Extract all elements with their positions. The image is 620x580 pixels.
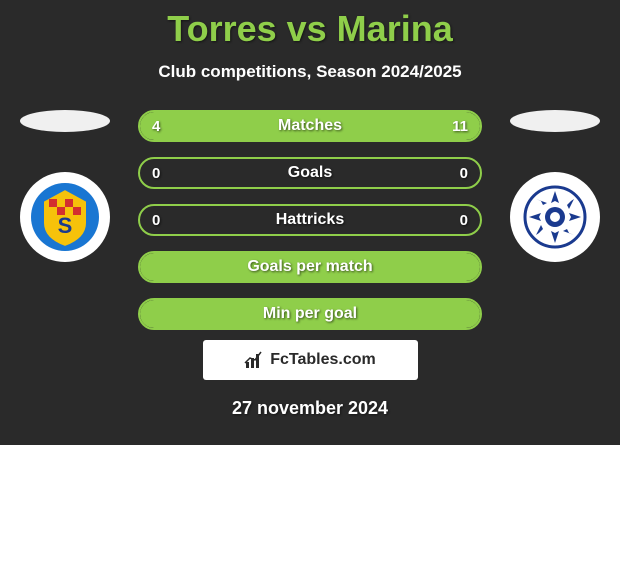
infographic-panel: Torres vs Marina Club competitions, Seas… xyxy=(0,0,620,445)
stat-bar-goals: 0 Goals 0 xyxy=(138,157,482,189)
varteks-crest-icon xyxy=(519,181,591,253)
bottom-whitespace xyxy=(0,445,620,580)
subtitle: Club competitions, Season 2024/2025 xyxy=(0,62,620,82)
stat-bar-gpm: Goals per match xyxy=(138,251,482,283)
stat-bar-hattricks: 0 Hattricks 0 xyxy=(138,204,482,236)
right-team-col xyxy=(500,110,610,262)
stat-bar-matches: 4 Matches 11 xyxy=(138,110,482,142)
page-title: Torres vs Marina xyxy=(0,0,620,50)
brand-box: FcTables.com xyxy=(203,340,418,380)
bar-value-right: 11 xyxy=(452,118,468,135)
left-team-col: S xyxy=(10,110,120,262)
bar-value-right: 0 xyxy=(460,165,468,182)
stat-bars: 4 Matches 11 0 Goals 0 0 Hattricks 0 Goa… xyxy=(120,110,500,330)
bar-label: Matches xyxy=(278,117,342,135)
left-team-crest: S xyxy=(20,172,110,262)
bar-value-right: 0 xyxy=(460,212,468,229)
bar-value-left: 0 xyxy=(152,165,160,182)
bar-label: Hattricks xyxy=(276,211,344,229)
stat-bar-mpg: Min per goal xyxy=(138,298,482,330)
left-team-oval xyxy=(20,110,110,132)
date-text: 27 november 2024 xyxy=(0,398,620,419)
brand-text: FcTables.com xyxy=(270,351,376,369)
bar-fill-right xyxy=(232,112,480,140)
svg-text:S: S xyxy=(58,213,73,238)
right-team-crest xyxy=(510,172,600,262)
content-row: S 4 Matches 11 0 Goals 0 0 Hattricks 0 xyxy=(0,110,620,330)
bar-value-left: 4 xyxy=(152,118,160,135)
bar-value-left: 0 xyxy=(152,212,160,229)
sibenik-crest-icon: S xyxy=(29,181,101,253)
bar-label: Goals xyxy=(288,164,332,182)
chart-icon xyxy=(244,351,264,369)
right-team-oval xyxy=(510,110,600,132)
bar-label: Goals per match xyxy=(247,258,372,276)
bar-label: Min per goal xyxy=(263,305,357,323)
